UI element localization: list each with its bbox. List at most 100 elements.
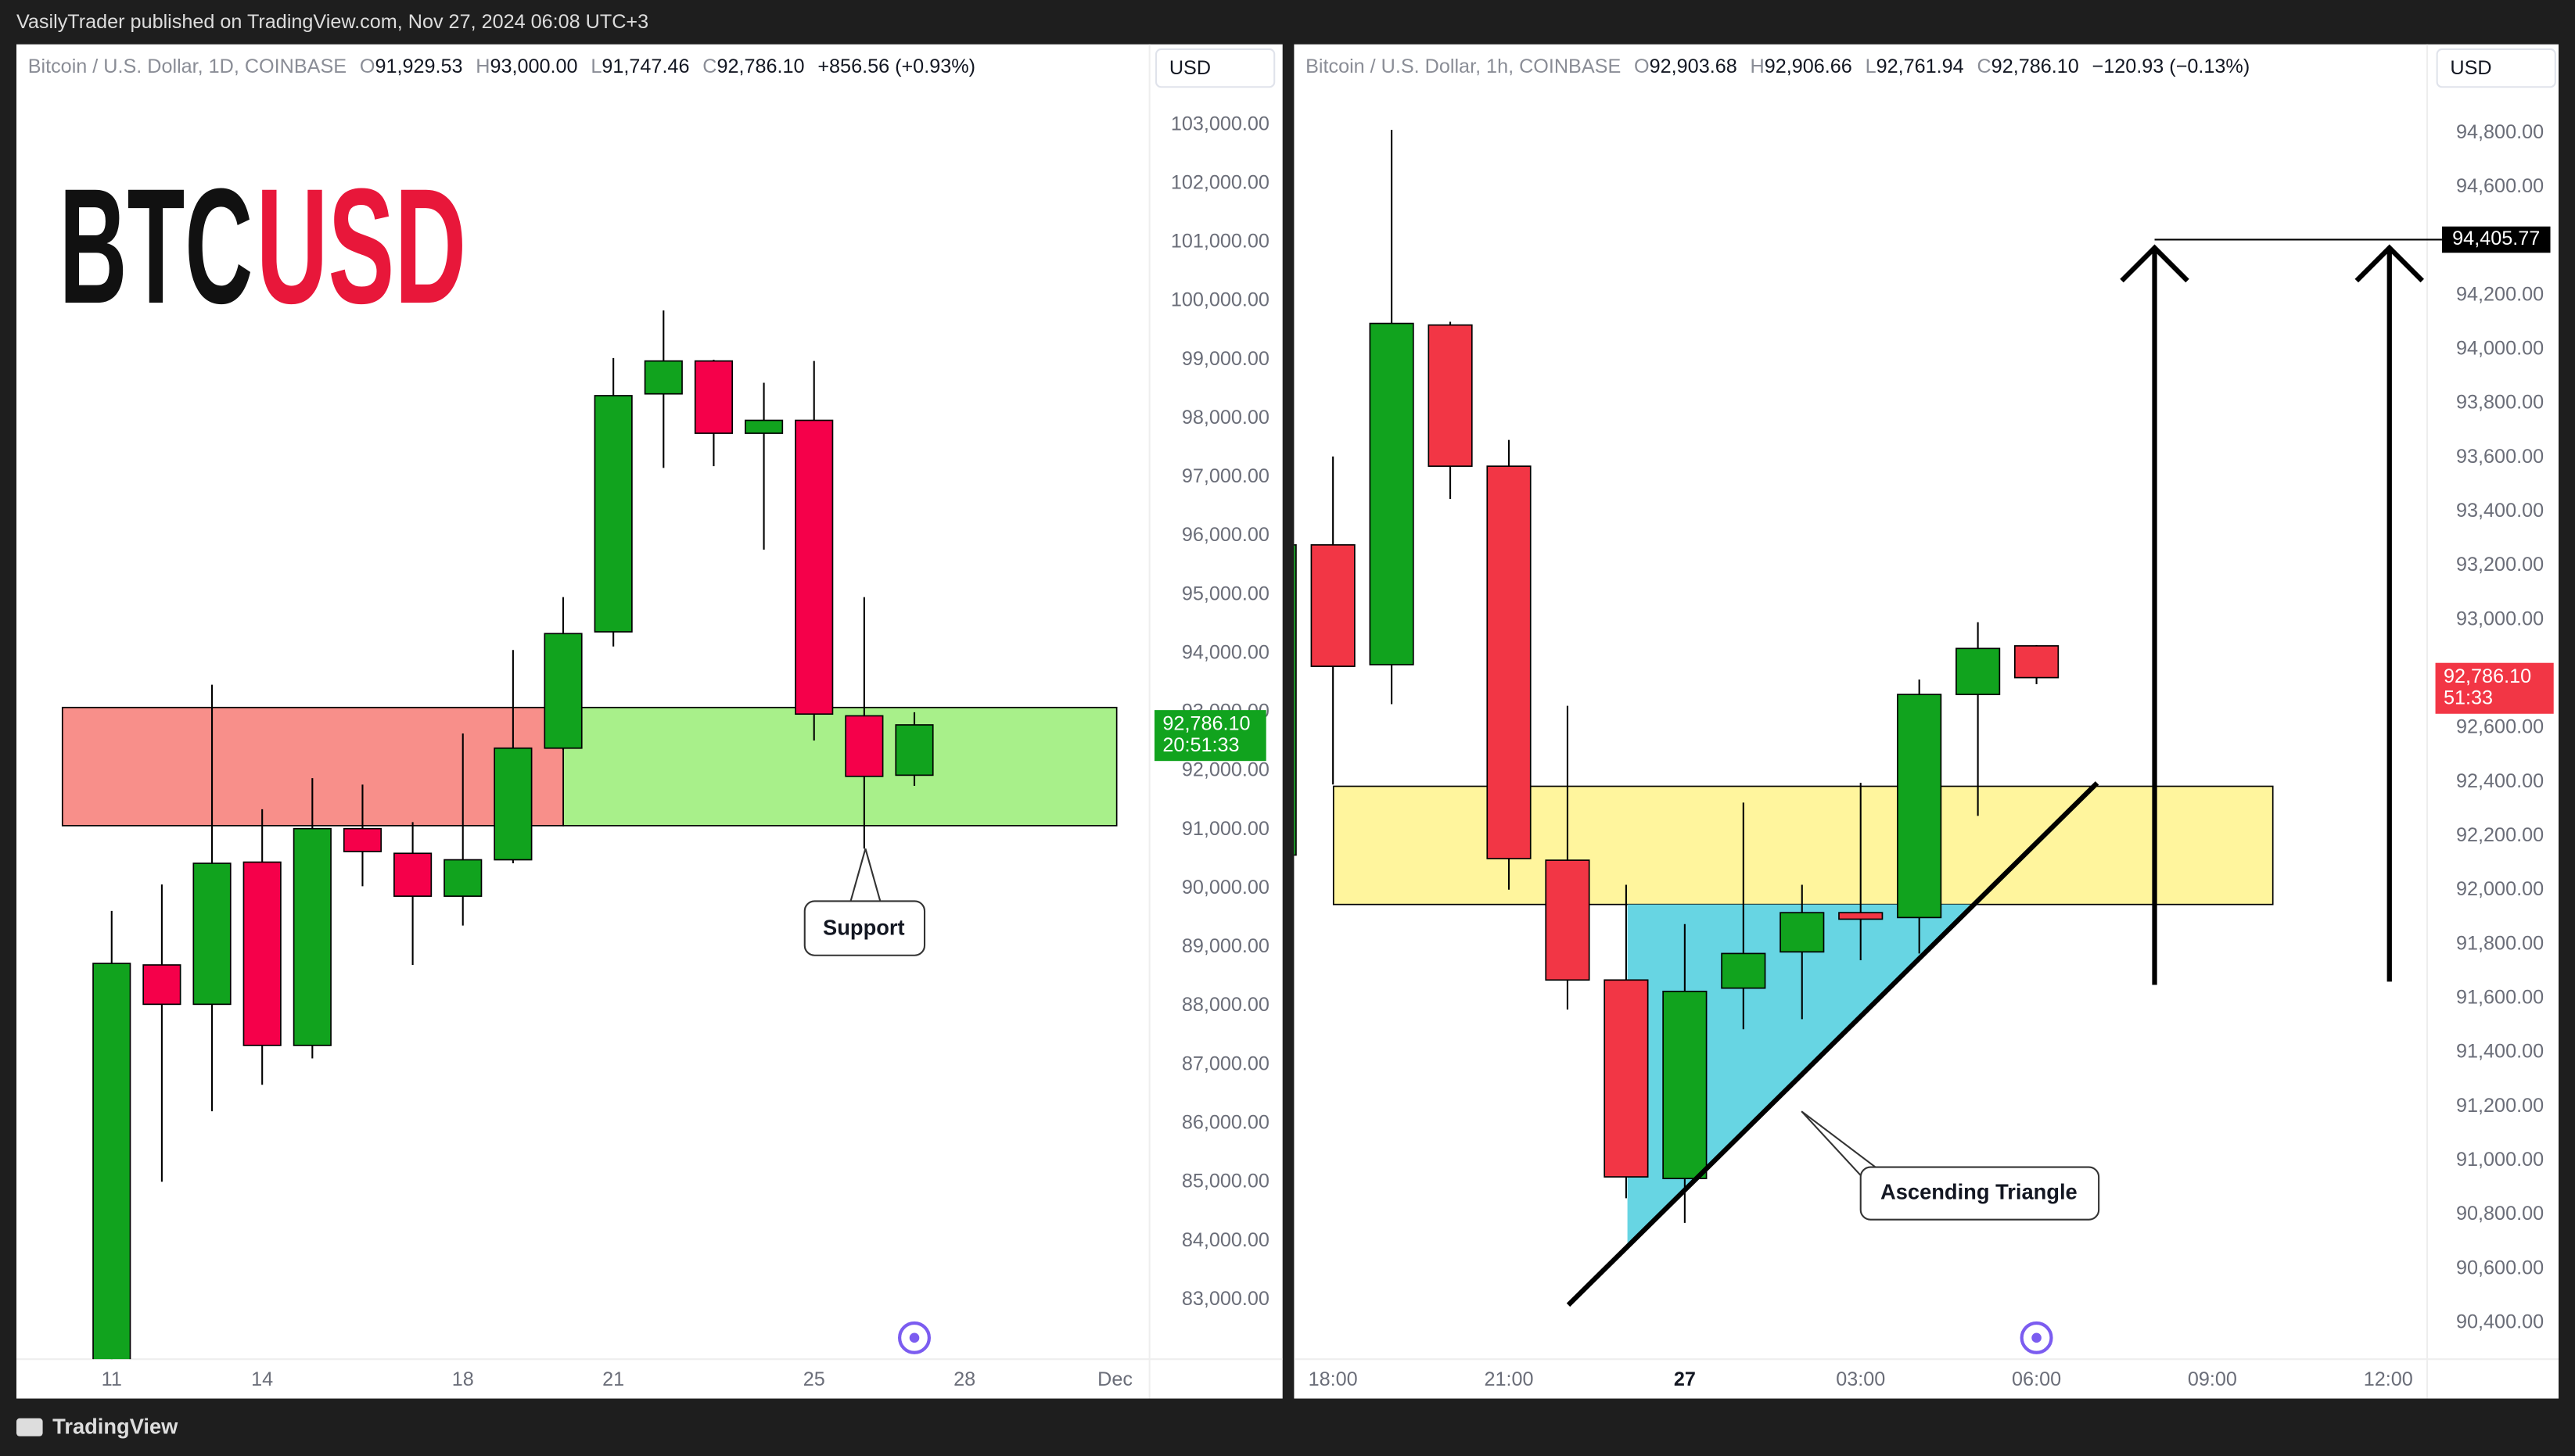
y-tick-label: 92,600.00 [2456, 716, 2544, 738]
y-tick-label: 90,800.00 [2456, 1203, 2544, 1225]
y-tick-label: 98,000.00 [1182, 407, 1270, 429]
legend: Bitcoin / U.S. Dollar, 1h, COINBASE O92,9… [1305, 56, 2250, 77]
x-tick-label: 12:00 [2364, 1368, 2413, 1390]
legend-value: 93,000.00 [490, 56, 578, 77]
support-zone [562, 706, 1118, 827]
candle-body [1721, 952, 1766, 989]
y-tick-label: 90,000.00 [1182, 877, 1270, 898]
legend-key: L [1866, 56, 1876, 77]
candle-body [1955, 647, 2001, 695]
x-tick-label: 09:00 [2188, 1368, 2237, 1390]
legend-title: Bitcoin / U.S. Dollar, 1h, COINBASE [1305, 56, 1621, 77]
level-label: 94,405.77 [2452, 228, 2540, 249]
y-tick-label: 83,000.00 [1182, 1288, 1270, 1310]
candle-body [2014, 645, 2060, 679]
callout-pointer [849, 848, 882, 902]
icon-dot [2031, 1332, 2042, 1343]
header: VasilyTrader published on TradingView.co… [16, 11, 648, 33]
y-tick-label: 90,400.00 [2456, 1311, 2544, 1332]
x-tick-label: 21:00 [1484, 1368, 1533, 1390]
y-tick-label: 103,000.00 [1171, 113, 1270, 134]
x-tick-label: 25 [803, 1368, 825, 1390]
candle-body [242, 861, 282, 1046]
x-tick-label: 18:00 [1309, 1368, 1358, 1390]
plot: Support [61, 310, 1118, 1360]
x-tick-label: 28 [954, 1368, 975, 1390]
currency-box [2436, 48, 2556, 88]
candle-body [1486, 465, 1532, 859]
candle-body [494, 747, 533, 861]
legend-key: C [1977, 56, 1991, 77]
candle-body [92, 963, 131, 1360]
x-tick-label: 11 [102, 1368, 122, 1390]
candle-body [644, 360, 683, 395]
y-tick-label: 96,000.00 [1182, 524, 1270, 546]
candle-body [895, 724, 934, 776]
y-tick-label: 92,200.00 [2456, 824, 2544, 846]
footer-icon [16, 1418, 43, 1436]
legend-key: L [591, 56, 602, 77]
candle-body [1604, 979, 1649, 1178]
x-tick-label: 06:00 [2012, 1368, 2061, 1390]
candle-body [1310, 543, 1356, 667]
y-tick-label: 91,000.00 [2456, 1149, 2544, 1171]
legend-key: O [1634, 56, 1650, 77]
last-price: 92,786.10 [1162, 713, 1250, 735]
y-tick-label: 91,600.00 [2456, 986, 2544, 1008]
y-tick-label: 84,000.00 [1182, 1229, 1270, 1251]
y-tick-label: 93,400.00 [2456, 500, 2544, 522]
y-tick-label: 87,000.00 [1182, 1053, 1270, 1074]
y-tick-label: 97,000.00 [1182, 465, 1270, 487]
footer: TradingView [52, 1415, 178, 1439]
y-tick-label: 92,000.00 [1182, 759, 1270, 781]
legend: Bitcoin / U.S. Dollar, 1D, COINBASE O91,9… [28, 56, 975, 77]
y-tick-label: 92,000.00 [2456, 878, 2544, 900]
candle-body [594, 395, 633, 633]
y-tick-label: 92,400.00 [2456, 770, 2544, 792]
y-tick-label: 94,000.00 [1182, 641, 1270, 663]
x-tick-label: 21 [602, 1368, 624, 1390]
legend-value: 92,906.66 [1765, 56, 1852, 77]
candle-body [694, 360, 734, 434]
y-tick-label: 88,000.00 [1182, 994, 1270, 1016]
y-tick-label: 93,200.00 [2456, 554, 2544, 576]
icon [2020, 1321, 2053, 1354]
legend-value: 91,747.46 [602, 56, 689, 77]
y-tick-label: 91,800.00 [2456, 932, 2544, 954]
currency-box [1155, 48, 1276, 88]
y-tick-label: 89,000.00 [1182, 935, 1270, 957]
candle-body [795, 419, 834, 715]
y-tick-label: 91,000.00 [1182, 818, 1270, 840]
last-price: 92,786.10 [2444, 665, 2531, 687]
y-tick-label: 95,000.00 [1182, 583, 1270, 604]
legend-value: 91,929.53 [375, 56, 462, 77]
icon-dot [909, 1332, 920, 1343]
plot: Ascending Triangle [1294, 129, 2424, 1307]
y-tick-label: 94,800.00 [2456, 121, 2544, 143]
candle-body [393, 852, 433, 897]
y-tick-label: 93,600.00 [2456, 446, 2544, 468]
legend-value: 92,903.68 [1650, 56, 1737, 77]
legend-key: C [702, 56, 716, 77]
legend-value: 92,761.94 [1876, 56, 1964, 77]
x-tick-label: 14 [251, 1368, 273, 1390]
candle-body [293, 827, 332, 1046]
legend-change: +856.56 (+0.93%) [817, 56, 975, 77]
legend-change: −120.93 (−0.13%) [2092, 56, 2250, 77]
candle-body [1662, 990, 1708, 1179]
candle-body [544, 633, 583, 749]
candle-body [845, 715, 884, 777]
last-price-box [2435, 662, 2554, 714]
currency: USD [1169, 57, 1211, 79]
candle-body [1838, 912, 1884, 920]
candle-body [444, 859, 483, 897]
annotation: Support [823, 915, 905, 939]
countdown: 51:33 [2444, 687, 2493, 709]
candle-body [192, 862, 232, 1006]
y-tick-label: 94,600.00 [2456, 175, 2544, 197]
y-tick-label: 94,000.00 [2456, 337, 2544, 359]
y-tick-label: 101,000.00 [1171, 231, 1270, 253]
last-price-box [1154, 710, 1266, 762]
